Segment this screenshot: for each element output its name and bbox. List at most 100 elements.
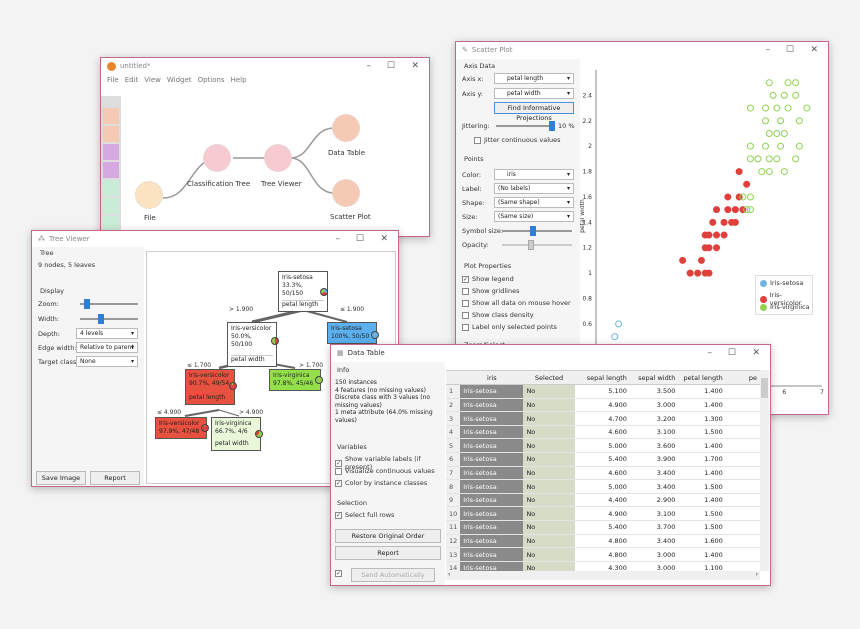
table-row[interactable]: 14 Iris-setosa No 4.300 3.000 1.100: [446, 561, 760, 571]
table-row[interactable]: 13 Iris-setosa No 4.800 3.000 1.400: [446, 547, 760, 562]
zoom-slider[interactable]: [80, 299, 138, 309]
column-header[interactable]: Selected: [523, 371, 575, 386]
table-report-button[interactable]: Report: [335, 546, 441, 560]
menu-item[interactable]: View: [144, 76, 161, 84]
table-close-button[interactable]: ✕: [752, 348, 760, 358]
edit-widget-icon[interactable]: [103, 216, 119, 232]
tree-report-button[interactable]: Report: [90, 471, 140, 485]
visualize-continuous-checkbox[interactable]: Visualize continuous values: [335, 467, 435, 475]
target-class-select[interactable]: None: [76, 356, 138, 367]
tree-viewer-node[interactable]: [264, 144, 292, 172]
edge-width-select[interactable]: Relative to parent: [76, 342, 138, 353]
data-point: [792, 79, 800, 87]
scatter2-widget-icon[interactable]: [103, 162, 119, 178]
save-image-button[interactable]: Save Image: [36, 471, 86, 485]
table-row[interactable]: 11 Iris-setosa No 5.400 3.700 1.500: [446, 520, 760, 535]
send-auto-checkbox[interactable]: ✓: [335, 570, 345, 577]
size-select[interactable]: (Same size): [494, 211, 574, 222]
color-instance-checkbox[interactable]: ✓ Color by instance classes: [335, 479, 427, 487]
tree-maximize-button[interactable]: ☐: [355, 234, 364, 244]
close-button[interactable]: ✕: [411, 61, 419, 71]
tree-minimize-button[interactable]: –: [335, 234, 341, 244]
table-row[interactable]: 8 Iris-setosa No 5.000 3.400 1.500: [446, 479, 760, 494]
scatter-plot-node[interactable]: [332, 179, 360, 207]
column-header[interactable]: petal length: [678, 371, 726, 386]
table-cell: [725, 547, 760, 562]
show-all-checkbox[interactable]: Show all data on mouse hover: [462, 299, 571, 307]
scatter-close-button[interactable]: ✕: [810, 45, 818, 55]
symbol-size-slider[interactable]: [502, 226, 572, 236]
menu-item[interactable]: Help: [230, 76, 247, 84]
table-row[interactable]: 3 Iris-setosa No 4.700 3.200 1.300: [446, 411, 760, 426]
data-table-node[interactable]: [332, 114, 360, 142]
column-header[interactable]: iris: [460, 371, 524, 386]
show-legend-checkbox[interactable]: ✓ Show legend: [462, 275, 514, 283]
horizontal-scrollbar[interactable]: ‹ ›: [446, 571, 760, 580]
table-row[interactable]: 2 Iris-setosa No 4.900 3.000 1.400: [446, 398, 760, 413]
tree-node-versicolor-3[interactable]: Iris-versicolor 97.9%, 47/48: [155, 417, 207, 439]
checkmark-icon: ✓: [335, 459, 342, 467]
table-row[interactable]: 9 Iris-setosa No 4.400 2.900 1.400: [446, 493, 760, 508]
tree-node-virginica-2[interactable]: Iris-virginica 66.7%, 4/6 petal width: [211, 417, 261, 451]
scatter-widget-icon[interactable]: [103, 126, 119, 142]
width-slider[interactable]: [80, 314, 138, 324]
jitter-continuous-checkbox[interactable]: Jitter continuous values: [474, 136, 561, 144]
table-row[interactable]: 10 Iris-setosa No 4.900 3.100 1.500: [446, 506, 760, 522]
tree-node-versicolor[interactable]: Iris-versicolor 50.0%, 50/100 petal width: [227, 322, 277, 367]
plus-widget-icon[interactable]: [103, 198, 119, 214]
tree-node-versicolor-2[interactable]: Iris-versicolor 90.7%, 49/54 petal length: [185, 369, 235, 405]
shape-select[interactable]: (Same shape): [494, 197, 574, 208]
color-select[interactable]: iris: [494, 169, 574, 180]
table-maximize-button[interactable]: ☐: [727, 348, 736, 358]
label-selected-checkbox[interactable]: Label only selected points: [462, 323, 557, 331]
depth-select[interactable]: 4 levels: [76, 328, 138, 339]
tree-node-setosa[interactable]: Iris-setosa 100%, 50/50: [327, 322, 377, 344]
table-row[interactable]: 1 Iris-setosa No 5.100 3.500 1.400: [446, 384, 760, 399]
file-node[interactable]: [135, 181, 163, 209]
scatter-maximize-button[interactable]: ☐: [785, 45, 794, 55]
table-cell: 2.900: [629, 493, 679, 508]
tree-widget-icon[interactable]: [103, 144, 119, 160]
minimize-button[interactable]: –: [366, 61, 372, 71]
show-variable-labels-checkbox[interactable]: ✓ Show variable labels (if present): [335, 455, 445, 471]
vertical-scrollbar[interactable]: [760, 370, 769, 571]
axis-x-select[interactable]: petal length: [494, 73, 574, 84]
table-minimize-button[interactable]: –: [707, 348, 713, 358]
opacity-slider[interactable]: [502, 240, 572, 250]
send-automatically-button[interactable]: Send Automatically: [351, 568, 435, 582]
table-row[interactable]: 12 Iris-setosa No 4.800 3.400 1.600: [446, 534, 760, 549]
find-projections-button[interactable]: Find Informative Projections: [494, 102, 574, 122]
table-row[interactable]: 7 Iris-setosa No 4.600 3.400 1.400: [446, 466, 760, 481]
select-full-rows-checkbox[interactable]: ✓ Select full rows: [335, 511, 394, 519]
grid-widget-icon[interactable]: [103, 180, 119, 196]
restore-order-button[interactable]: Restore Original Order: [335, 529, 441, 543]
jitter-slider[interactable]: [496, 121, 555, 131]
axis-y-select[interactable]: petal width: [494, 88, 574, 99]
column-header[interactable]: sepal width: [629, 371, 679, 386]
show-density-checkbox[interactable]: Show class density: [462, 311, 534, 319]
table-row[interactable]: 5 Iris-setosa No 5.000 3.600 1.400: [446, 438, 760, 454]
menu-item[interactable]: File: [107, 76, 119, 84]
table-row[interactable]: 4 Iris-setosa No 4.600 3.100 1.500: [446, 425, 760, 440]
column-header[interactable]: sepal length: [574, 371, 630, 386]
data-point: [611, 333, 619, 341]
scroll-right-icon[interactable]: ›: [755, 571, 758, 578]
tree-node-root[interactable]: Iris-setosa 33.3%, 50/150 petal length: [278, 271, 328, 312]
tree-close-button[interactable]: ✕: [380, 234, 388, 244]
maximize-button[interactable]: ☐: [386, 61, 395, 71]
table-row[interactable]: 6 Iris-setosa No 5.400 3.900 1.700: [446, 452, 760, 467]
tree-node-virginica[interactable]: Iris-virginica 97.8%, 45/46: [269, 369, 321, 391]
menu-item[interactable]: Edit: [124, 76, 139, 84]
column-header[interactable]: pe: [725, 371, 760, 386]
show-gridlines-checkbox[interactable]: Show gridlines: [462, 287, 519, 295]
scatter-minimize-button[interactable]: –: [765, 45, 771, 55]
scroll-left-icon[interactable]: ‹: [448, 571, 451, 578]
classification-tree-node[interactable]: [203, 144, 231, 172]
menu-item[interactable]: Widget: [166, 76, 192, 84]
table-widget-icon[interactable]: [103, 108, 119, 124]
table-area[interactable]: iris Selected sepal length sepal width petal…: [446, 370, 760, 571]
label-select[interactable]: (No labels): [494, 183, 574, 194]
selection-heading: Selection: [337, 499, 367, 507]
menu-item[interactable]: Options: [197, 76, 225, 84]
